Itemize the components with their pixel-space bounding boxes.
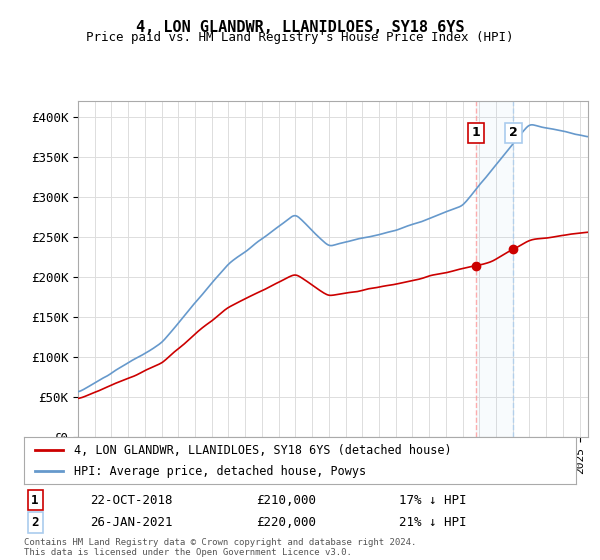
Text: 17% ↓ HPI: 17% ↓ HPI bbox=[400, 493, 467, 507]
Text: 22-OCT-2018: 22-OCT-2018 bbox=[90, 493, 173, 507]
Text: Contains HM Land Registry data © Crown copyright and database right 2024.
This d: Contains HM Land Registry data © Crown c… bbox=[24, 538, 416, 557]
Bar bbox=[476, 101, 514, 437]
Text: 4, LON GLANDWR, LLANIDLOES, SY18 6YS (detached house): 4, LON GLANDWR, LLANIDLOES, SY18 6YS (de… bbox=[74, 444, 451, 456]
Text: 4, LON GLANDWR, LLANIDLOES, SY18 6YS: 4, LON GLANDWR, LLANIDLOES, SY18 6YS bbox=[136, 20, 464, 35]
Text: 2: 2 bbox=[31, 516, 39, 529]
Text: 1: 1 bbox=[472, 127, 480, 139]
Text: 21% ↓ HPI: 21% ↓ HPI bbox=[400, 516, 467, 529]
Text: Price paid vs. HM Land Registry's House Price Index (HPI): Price paid vs. HM Land Registry's House … bbox=[86, 31, 514, 44]
Text: 26-JAN-2021: 26-JAN-2021 bbox=[90, 516, 173, 529]
Text: 2: 2 bbox=[509, 127, 518, 139]
Text: 1: 1 bbox=[31, 493, 39, 507]
Text: HPI: Average price, detached house, Powys: HPI: Average price, detached house, Powy… bbox=[74, 465, 366, 478]
Text: £210,000: £210,000 bbox=[256, 493, 316, 507]
Text: £220,000: £220,000 bbox=[256, 516, 316, 529]
